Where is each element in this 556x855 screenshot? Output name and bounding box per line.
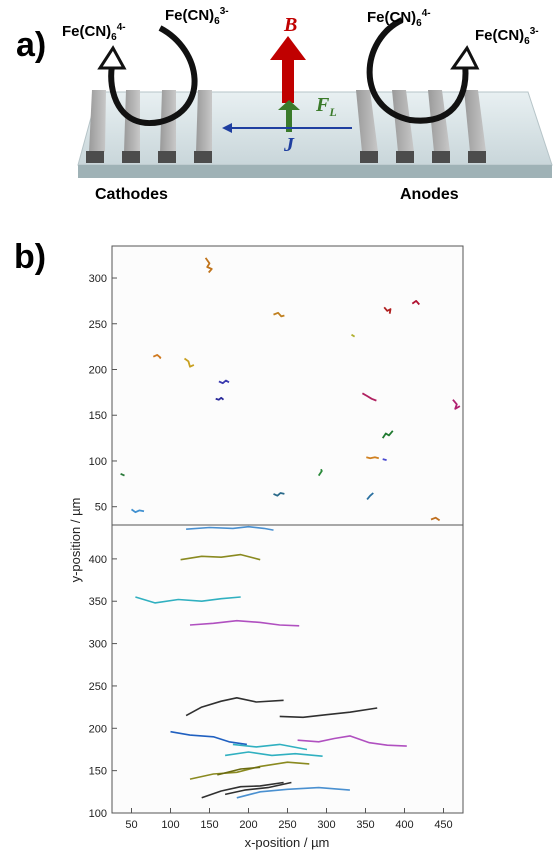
particle-track [215, 396, 225, 401]
y-tick-label: 250 [89, 319, 107, 331]
particle-trajectory [185, 697, 284, 717]
x-tick-label: 450 [434, 819, 452, 831]
x-tick-label: 350 [356, 819, 374, 831]
particle-track [351, 333, 356, 338]
particle-track [430, 516, 441, 522]
particle-trajectory [232, 743, 308, 751]
b-field-arrow-head [270, 36, 306, 60]
particle-trajectory [189, 761, 310, 780]
particle-trajectory [279, 707, 378, 719]
x-tick-label: 250 [278, 819, 296, 831]
electrode-schematic [77, 17, 553, 178]
cathodes-label: Cathodes [95, 186, 168, 203]
y-axis-label: y-position / µm [68, 498, 83, 583]
substrate-edge [78, 165, 552, 178]
particle-trajectory [189, 619, 300, 627]
anode-cycle-arrow [366, 17, 469, 124]
y-tick-label: 300 [89, 273, 107, 285]
b-field-arrow-shaft [282, 58, 294, 103]
y-tick-label: 100 [89, 808, 107, 820]
particle-trajectory [224, 781, 292, 796]
y-tick-label: 200 [89, 364, 107, 376]
anode-species-right: Fe(CN)63- [475, 26, 539, 47]
particle-trajectory [236, 786, 350, 799]
particle-track [120, 472, 125, 477]
anode-arrowhead-icon [450, 45, 480, 70]
y-tick-label: 250 [89, 681, 107, 693]
cathode-arrowhead-icon [97, 45, 127, 70]
particle-track [381, 430, 394, 439]
particle-track [411, 300, 420, 306]
lorentz-force-label: FL [316, 94, 337, 119]
x-tick-label: 300 [317, 819, 335, 831]
particle-track [383, 306, 392, 314]
anode-species-left: Fe(CN)64- [367, 8, 431, 29]
particle-trajectory [217, 766, 261, 776]
particle-track [130, 508, 145, 514]
cathode-cycle-arrow [108, 25, 198, 127]
particle-track [366, 492, 374, 500]
y-tick-label: 400 [89, 554, 107, 566]
b-field-label: B [284, 14, 298, 36]
y-tick-label: 100 [89, 456, 107, 468]
x-tick-label: 100 [161, 819, 179, 831]
x-tick-label: 200 [239, 819, 257, 831]
particle-track [183, 357, 195, 368]
particle-trajectory [201, 781, 284, 799]
particle-trajectory [180, 553, 261, 561]
y-tick-label: 350 [89, 596, 107, 608]
lorentz-arrow-shaft [286, 108, 292, 132]
anodes-label: Anodes [400, 186, 459, 203]
particle-track [218, 379, 230, 385]
particle-track [366, 456, 380, 460]
particle-track [382, 458, 387, 461]
y-tick-label: 300 [89, 639, 107, 651]
x-tick-label: 400 [395, 819, 413, 831]
particle-track [452, 399, 461, 410]
particle-trajectory [297, 735, 407, 747]
lorentz-arrow-head [278, 100, 300, 110]
y-tick-label: 150 [89, 410, 107, 422]
particle-trajectory [224, 751, 323, 757]
particle-trajectory [135, 596, 241, 604]
particle-trajectory [170, 730, 248, 746]
cathode-species-right: Fe(CN)63- [165, 6, 229, 27]
particle-track [361, 392, 377, 402]
particle-trajectory [186, 525, 274, 531]
current-label: J [284, 134, 294, 156]
panel-b-label: b) [14, 238, 47, 276]
anode-fingers [356, 90, 486, 163]
x-tick-label: 50 [125, 819, 137, 831]
y-tick-label: 200 [89, 723, 107, 735]
x-axis-label: x-position / µm [245, 835, 330, 850]
particle-track [152, 354, 162, 360]
panel-a-label: a) [16, 26, 47, 64]
x-tick-label: 150 [200, 819, 218, 831]
y-tick-label: 150 [89, 766, 107, 778]
top-plot-frame [111, 245, 464, 526]
bottom-plot-frame [111, 524, 464, 814]
current-arrow-head [222, 123, 232, 133]
particle-track [273, 311, 285, 318]
particle-track [204, 257, 213, 274]
y-tick-label: 50 [95, 502, 107, 514]
cathode-fingers [86, 90, 212, 163]
particle-track [273, 492, 285, 497]
particle-track [317, 468, 323, 477]
cathode-species-left: Fe(CN)64- [62, 22, 126, 43]
